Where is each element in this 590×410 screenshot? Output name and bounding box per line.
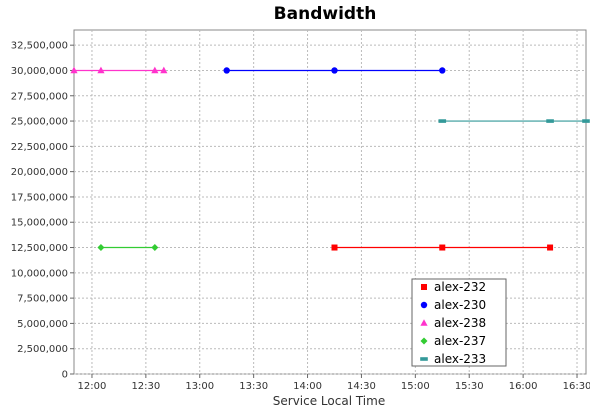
y-tick-label: 22,500,000 — [11, 142, 68, 153]
series-alex-232 — [331, 244, 554, 251]
y-axis: 0 2,500,000 5,000,000 7,500,000 10,000,000 12… — [11, 41, 74, 381]
data-point — [331, 67, 338, 74]
data-point — [223, 67, 230, 74]
x-tick-label: 15:00 — [401, 381, 430, 392]
y-tick-label: 5,000,000 — [17, 319, 68, 330]
legend-swatch — [420, 357, 428, 361]
x-tick-label: 14:30 — [347, 381, 376, 392]
x-tick-label: 15:30 — [455, 381, 484, 392]
y-tick-label: 7,500,000 — [17, 294, 68, 305]
data-series — [70, 66, 590, 252]
data-point — [439, 67, 446, 74]
plot-area — [73, 29, 587, 375]
y-tick-label: 32,500,000 — [11, 41, 68, 52]
chart-title: Bandwidth — [274, 4, 377, 24]
data-point — [151, 244, 159, 252]
grid-lines — [74, 30, 586, 375]
legend: alex-232 alex-230 alex-238 alex-237 alex-233 — [411, 278, 507, 367]
x-tick-label: 16:00 — [509, 381, 538, 392]
y-tick-label: 15,000,000 — [11, 218, 68, 229]
x-tick-label: 12:30 — [131, 381, 160, 392]
data-point — [331, 244, 338, 251]
y-tick-label: 2,500,000 — [17, 344, 68, 355]
data-point — [547, 244, 554, 251]
legend-label: alex-230 — [434, 298, 486, 312]
data-point — [439, 244, 446, 251]
legend-item: alex-230 — [420, 298, 486, 312]
data-point — [582, 119, 590, 123]
series-alex-230 — [223, 67, 446, 74]
x-axis: 12:00 12:30 13:00 13:30 14:00 14:30 15:00 15:30… — [78, 374, 590, 392]
series-alex-237 — [97, 244, 159, 252]
legend-swatch — [420, 337, 428, 345]
legend-swatch — [420, 301, 428, 309]
data-point — [160, 66, 168, 74]
y-tick-label: 30,000,000 — [11, 66, 68, 77]
series-alex-238 — [70, 66, 168, 74]
x-axis-title: Service Local Time — [273, 394, 385, 408]
y-tick-label: 10,000,000 — [11, 268, 68, 279]
legend-box — [411, 278, 507, 367]
y-tick-label: 27,500,000 — [11, 91, 68, 102]
series-alex-233 — [438, 119, 590, 123]
data-point — [151, 66, 159, 74]
legend-swatch — [420, 319, 428, 326]
y-tick-label: 0 — [62, 370, 68, 381]
legend-item: alex-238 — [420, 316, 486, 330]
legend-swatch — [421, 284, 427, 290]
x-tick-label: 12:00 — [78, 381, 107, 392]
x-tick-label: 16:30 — [563, 381, 590, 392]
legend-label: alex-232 — [434, 280, 486, 294]
data-point — [97, 66, 105, 74]
legend-label: alex-238 — [434, 316, 486, 330]
legend-item: alex-233 — [420, 352, 486, 366]
y-tick-label: 20,000,000 — [11, 167, 68, 178]
x-tick-label: 13:30 — [239, 381, 268, 392]
legend-item: alex-237 — [420, 334, 486, 348]
legend-item: alex-232 — [421, 280, 486, 294]
data-point — [97, 244, 105, 252]
x-tick-label: 14:00 — [293, 381, 322, 392]
data-point — [438, 119, 447, 123]
data-point — [70, 66, 78, 74]
legend-label: alex-233 — [434, 352, 486, 366]
legend-label: alex-237 — [434, 334, 486, 348]
y-tick-label: 25,000,000 — [11, 117, 68, 128]
x-tick-label: 13:00 — [185, 381, 214, 392]
data-point — [546, 119, 554, 123]
y-tick-label: 17,500,000 — [11, 192, 68, 203]
y-tick-label: 12,500,000 — [11, 243, 68, 254]
